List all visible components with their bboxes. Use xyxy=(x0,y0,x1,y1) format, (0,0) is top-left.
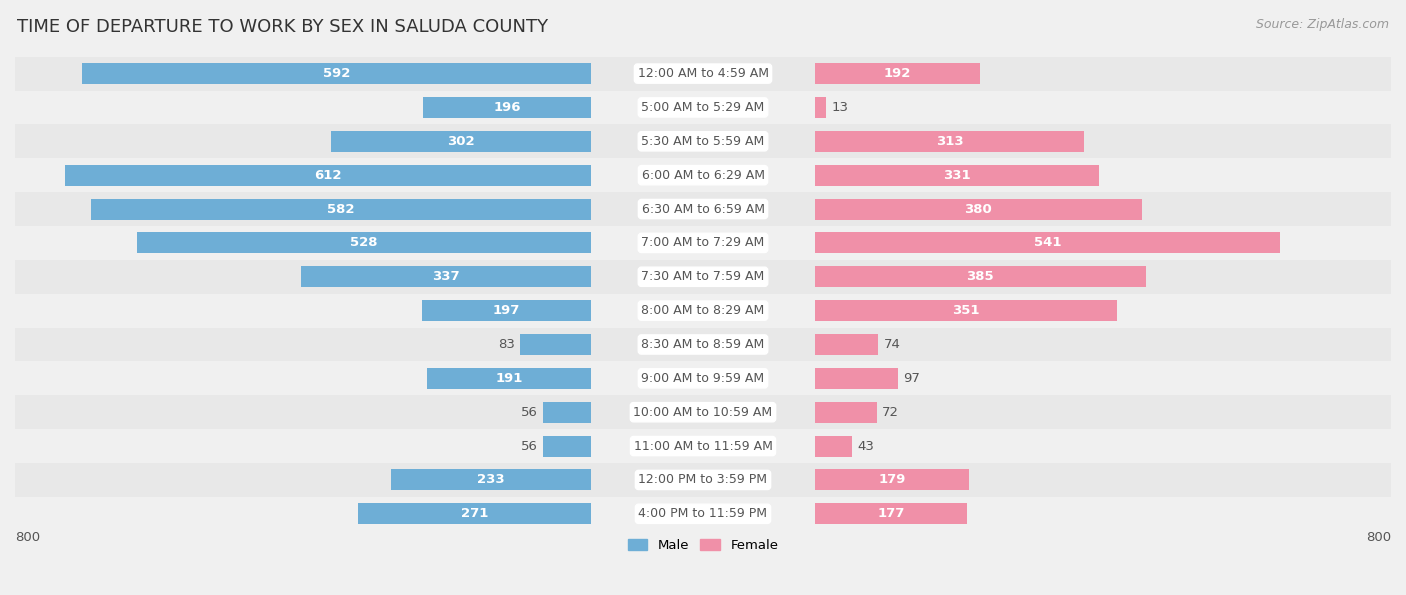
Bar xyxy=(301,266,591,287)
Text: 56: 56 xyxy=(522,406,538,419)
Bar xyxy=(543,436,591,456)
Text: 800: 800 xyxy=(15,531,41,544)
Text: 313: 313 xyxy=(935,135,963,148)
Text: 192: 192 xyxy=(884,67,911,80)
Text: 177: 177 xyxy=(877,508,904,520)
Text: 582: 582 xyxy=(328,202,354,215)
Text: 97: 97 xyxy=(904,372,921,385)
Text: 8:30 AM to 8:59 AM: 8:30 AM to 8:59 AM xyxy=(641,338,765,351)
Text: 12:00 AM to 4:59 AM: 12:00 AM to 4:59 AM xyxy=(637,67,769,80)
Text: 271: 271 xyxy=(461,508,488,520)
Text: 4:00 PM to 11:59 PM: 4:00 PM to 11:59 PM xyxy=(638,508,768,520)
Bar xyxy=(391,469,591,490)
Bar xyxy=(15,497,1391,531)
Text: 5:00 AM to 5:29 AM: 5:00 AM to 5:29 AM xyxy=(641,101,765,114)
Text: TIME OF DEPARTURE TO WORK BY SEX IN SALUDA COUNTY: TIME OF DEPARTURE TO WORK BY SEX IN SALU… xyxy=(17,18,548,36)
Text: 7:30 AM to 7:59 AM: 7:30 AM to 7:59 AM xyxy=(641,270,765,283)
Bar xyxy=(815,402,877,422)
Text: 5:30 AM to 5:59 AM: 5:30 AM to 5:59 AM xyxy=(641,135,765,148)
Bar xyxy=(815,368,898,389)
Bar xyxy=(423,97,591,118)
Bar xyxy=(15,395,1391,429)
Bar xyxy=(82,63,591,84)
Bar xyxy=(15,192,1391,226)
Text: 43: 43 xyxy=(856,440,873,453)
Text: 331: 331 xyxy=(943,168,972,181)
Bar xyxy=(15,226,1391,260)
Bar xyxy=(815,131,1084,152)
Bar xyxy=(15,429,1391,463)
Bar xyxy=(15,294,1391,328)
Bar xyxy=(15,90,1391,124)
Text: 10:00 AM to 10:59 AM: 10:00 AM to 10:59 AM xyxy=(634,406,772,419)
Bar xyxy=(543,402,591,422)
Bar xyxy=(15,463,1391,497)
Text: 385: 385 xyxy=(966,270,994,283)
Bar xyxy=(815,97,825,118)
Bar xyxy=(815,199,1142,220)
Text: 800: 800 xyxy=(1365,531,1391,544)
Text: 179: 179 xyxy=(879,474,905,487)
Bar xyxy=(15,124,1391,158)
Bar xyxy=(815,266,1146,287)
Bar xyxy=(815,436,852,456)
Text: 6:00 AM to 6:29 AM: 6:00 AM to 6:29 AM xyxy=(641,168,765,181)
Bar xyxy=(90,199,591,220)
Bar xyxy=(815,63,980,84)
Bar xyxy=(815,165,1099,186)
Text: 72: 72 xyxy=(882,406,898,419)
Text: 351: 351 xyxy=(952,304,980,317)
Text: 7:00 AM to 7:29 AM: 7:00 AM to 7:29 AM xyxy=(641,236,765,249)
Bar xyxy=(15,57,1391,90)
Text: 9:00 AM to 9:59 AM: 9:00 AM to 9:59 AM xyxy=(641,372,765,385)
Text: Source: ZipAtlas.com: Source: ZipAtlas.com xyxy=(1256,18,1389,31)
Text: 13: 13 xyxy=(831,101,848,114)
Text: 74: 74 xyxy=(883,338,900,351)
Bar xyxy=(520,334,591,355)
Text: 380: 380 xyxy=(965,202,993,215)
Text: 196: 196 xyxy=(494,101,520,114)
Bar xyxy=(15,361,1391,395)
Bar xyxy=(359,503,591,524)
Text: 12:00 PM to 3:59 PM: 12:00 PM to 3:59 PM xyxy=(638,474,768,487)
Text: 302: 302 xyxy=(447,135,475,148)
Bar xyxy=(815,233,1279,253)
Text: 56: 56 xyxy=(522,440,538,453)
Bar xyxy=(815,503,967,524)
Bar xyxy=(427,368,591,389)
Bar xyxy=(15,260,1391,294)
Text: 528: 528 xyxy=(350,236,378,249)
Bar xyxy=(138,233,591,253)
Bar xyxy=(332,131,591,152)
Bar xyxy=(422,300,591,321)
Text: 11:00 AM to 11:59 AM: 11:00 AM to 11:59 AM xyxy=(634,440,772,453)
Bar xyxy=(15,158,1391,192)
Text: 233: 233 xyxy=(477,474,505,487)
Bar xyxy=(815,469,969,490)
Text: 83: 83 xyxy=(498,338,515,351)
Text: 612: 612 xyxy=(315,168,342,181)
Text: 8:00 AM to 8:29 AM: 8:00 AM to 8:29 AM xyxy=(641,304,765,317)
Text: 191: 191 xyxy=(495,372,523,385)
Text: 592: 592 xyxy=(323,67,350,80)
Text: 197: 197 xyxy=(492,304,520,317)
Text: 541: 541 xyxy=(1033,236,1062,249)
Bar xyxy=(815,300,1116,321)
Bar xyxy=(815,334,879,355)
Text: 6:30 AM to 6:59 AM: 6:30 AM to 6:59 AM xyxy=(641,202,765,215)
Bar xyxy=(15,328,1391,361)
Bar xyxy=(65,165,591,186)
Text: 337: 337 xyxy=(433,270,460,283)
Legend: Male, Female: Male, Female xyxy=(623,533,783,558)
